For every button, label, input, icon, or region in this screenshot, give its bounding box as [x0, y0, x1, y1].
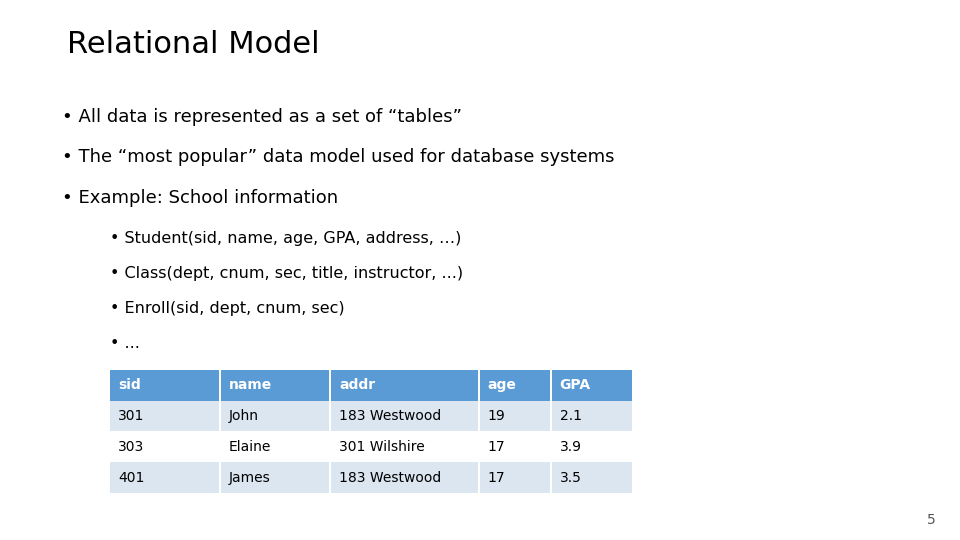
Text: 401: 401	[118, 471, 144, 484]
Text: • The “most popular” data model used for database systems: • The “most popular” data model used for…	[62, 148, 615, 166]
Text: name: name	[228, 379, 272, 392]
FancyBboxPatch shape	[552, 462, 632, 493]
FancyBboxPatch shape	[480, 462, 550, 493]
FancyBboxPatch shape	[110, 401, 219, 431]
Text: addr: addr	[339, 379, 375, 392]
FancyBboxPatch shape	[221, 370, 329, 401]
FancyBboxPatch shape	[110, 370, 219, 401]
Text: 3.9: 3.9	[560, 440, 582, 454]
Text: age: age	[488, 379, 516, 392]
FancyBboxPatch shape	[221, 462, 329, 493]
FancyBboxPatch shape	[331, 401, 478, 431]
FancyBboxPatch shape	[221, 431, 329, 462]
Text: 17: 17	[488, 440, 505, 454]
FancyBboxPatch shape	[110, 462, 219, 493]
FancyBboxPatch shape	[480, 370, 550, 401]
FancyBboxPatch shape	[331, 462, 478, 493]
FancyBboxPatch shape	[552, 431, 632, 462]
Text: 3.5: 3.5	[560, 471, 582, 484]
Text: 183 Westwood: 183 Westwood	[339, 409, 442, 423]
Text: GPA: GPA	[560, 379, 590, 392]
FancyBboxPatch shape	[480, 401, 550, 431]
FancyBboxPatch shape	[110, 431, 219, 462]
FancyBboxPatch shape	[552, 370, 632, 401]
Text: 17: 17	[488, 471, 505, 484]
Text: Relational Model: Relational Model	[67, 30, 320, 59]
FancyBboxPatch shape	[552, 401, 632, 431]
Text: • Class(dept, cnum, sec, title, instructor, ...): • Class(dept, cnum, sec, title, instruct…	[110, 266, 464, 281]
Text: • ...: • ...	[110, 336, 140, 351]
FancyBboxPatch shape	[221, 401, 329, 431]
Text: 5: 5	[927, 512, 936, 526]
Text: • Enroll(sid, dept, cnum, sec): • Enroll(sid, dept, cnum, sec)	[110, 301, 345, 316]
Text: 303: 303	[118, 440, 144, 454]
FancyBboxPatch shape	[480, 431, 550, 462]
Text: sid: sid	[118, 379, 141, 392]
Text: • Student(sid, name, age, GPA, address, …): • Student(sid, name, age, GPA, address, …	[110, 231, 462, 246]
Text: 19: 19	[488, 409, 505, 423]
Text: John: John	[228, 409, 258, 423]
FancyBboxPatch shape	[331, 431, 478, 462]
Text: • Example: School information: • Example: School information	[62, 189, 339, 207]
Text: 183 Westwood: 183 Westwood	[339, 471, 442, 484]
Text: 301 Wilshire: 301 Wilshire	[339, 440, 424, 454]
Text: 2.1: 2.1	[560, 409, 582, 423]
Text: 301: 301	[118, 409, 144, 423]
Text: • All data is represented as a set of “tables”: • All data is represented as a set of “t…	[62, 108, 463, 126]
Text: James: James	[228, 471, 270, 484]
Text: Elaine: Elaine	[228, 440, 271, 454]
FancyBboxPatch shape	[331, 370, 478, 401]
